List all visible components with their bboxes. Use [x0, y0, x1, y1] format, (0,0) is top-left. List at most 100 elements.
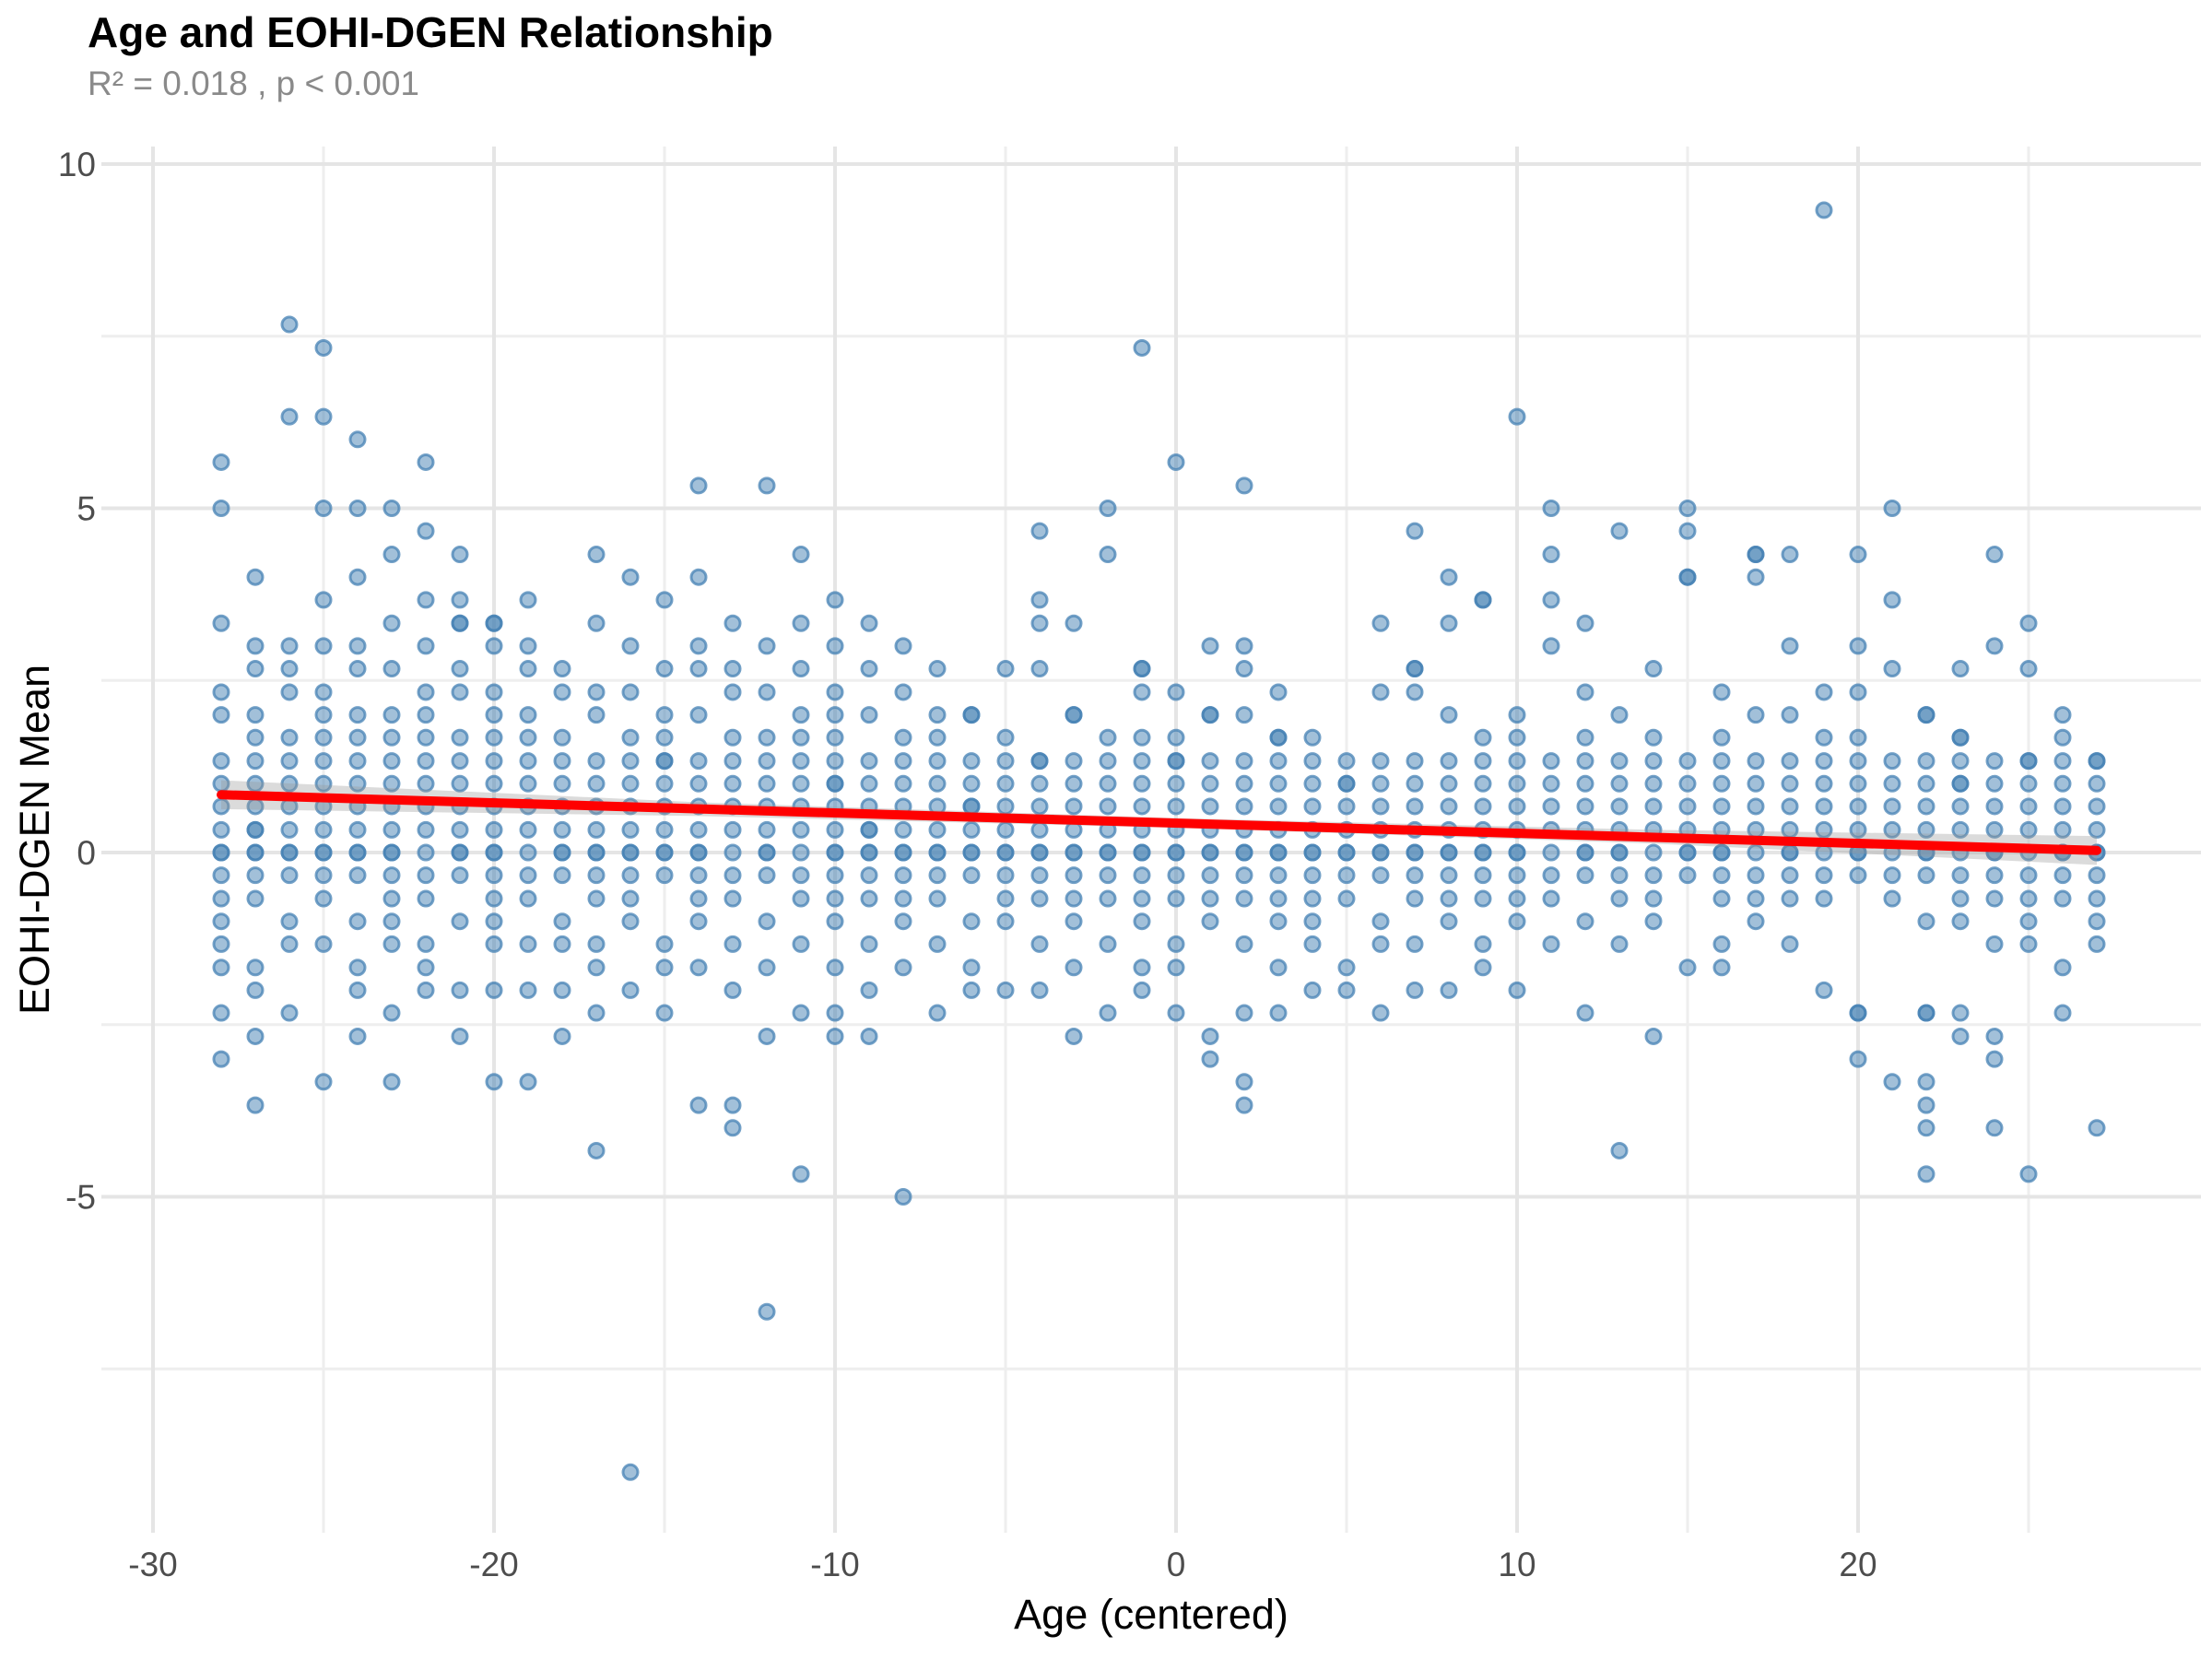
data-point — [1235, 637, 1253, 655]
data-point — [519, 1073, 537, 1091]
data-point — [724, 774, 742, 793]
data-point — [246, 889, 265, 908]
data-point — [655, 774, 674, 793]
data-point — [348, 500, 367, 517]
x-tick-label: -30 — [128, 1546, 177, 1583]
data-point — [1781, 752, 1799, 771]
data-point — [1542, 500, 1560, 517]
data-point — [655, 1004, 674, 1022]
data-point — [1099, 889, 1117, 908]
data-point — [348, 774, 367, 793]
data-point — [1576, 912, 1594, 931]
data-point — [1337, 752, 1356, 771]
data-point — [2019, 774, 2038, 793]
data-point — [1610, 889, 1629, 908]
data-point — [280, 843, 299, 862]
data-point — [1781, 866, 1799, 885]
data-point — [519, 752, 537, 771]
data-point — [280, 728, 299, 747]
data-point — [894, 752, 912, 771]
data-point — [348, 1027, 367, 1045]
data-point — [1099, 774, 1117, 793]
data-point — [621, 1463, 640, 1481]
data-point — [1542, 637, 1560, 655]
data-point — [826, 1027, 844, 1045]
data-point — [1440, 797, 1458, 816]
data-point — [519, 660, 537, 678]
data-point — [689, 660, 708, 678]
data-point — [996, 981, 1015, 999]
data-point — [689, 477, 708, 495]
data-point — [485, 683, 503, 701]
data-point — [417, 591, 435, 609]
data-point — [382, 728, 401, 747]
data-point — [1235, 1004, 1253, 1022]
data-point — [2053, 706, 2072, 724]
data-point — [382, 1004, 401, 1022]
data-point — [1440, 752, 1458, 771]
data-point — [314, 866, 333, 885]
data-point — [1440, 774, 1458, 793]
data-point — [1167, 843, 1185, 862]
data-point — [1849, 774, 1867, 793]
data-point — [860, 614, 878, 632]
data-point — [1542, 774, 1560, 793]
data-point — [1133, 912, 1151, 931]
data-point — [1269, 889, 1288, 908]
data-point — [1917, 706, 1936, 724]
data-point — [519, 637, 537, 655]
data-point — [1030, 752, 1049, 771]
data-point — [1440, 889, 1458, 908]
data-point — [553, 728, 571, 747]
data-point — [382, 866, 401, 885]
data-point — [689, 889, 708, 908]
data-point — [1474, 728, 1492, 747]
data-point — [1371, 935, 1390, 953]
data-point — [314, 683, 333, 701]
data-point — [860, 935, 878, 953]
data-point — [724, 683, 742, 701]
data-point — [1576, 797, 1594, 816]
data-point — [382, 546, 401, 564]
data-point — [246, 843, 265, 862]
regression-line — [217, 790, 2101, 855]
data-point — [1644, 866, 1663, 885]
data-point — [348, 430, 367, 449]
data-point — [280, 683, 299, 701]
data-point — [792, 889, 810, 908]
data-point — [1781, 935, 1799, 953]
data-point — [1815, 866, 1833, 885]
data-point — [1985, 1050, 2004, 1068]
data-point — [792, 843, 810, 862]
data-point — [792, 728, 810, 747]
data-point — [689, 637, 708, 655]
data-point — [1337, 889, 1356, 908]
data-point — [2088, 1119, 2106, 1137]
data-point — [1133, 797, 1151, 816]
data-point — [758, 683, 776, 701]
data-point — [724, 843, 742, 862]
data-point — [1099, 797, 1117, 816]
data-point — [724, 820, 742, 839]
data-point — [553, 843, 571, 862]
data-point — [621, 637, 640, 655]
data-point — [1815, 752, 1833, 771]
data-point — [1065, 912, 1083, 931]
data-point — [1474, 797, 1492, 816]
data-point — [2053, 752, 2072, 771]
data-point — [1235, 843, 1253, 862]
data-point — [1849, 1050, 1867, 1068]
data-point — [2019, 1165, 2038, 1183]
data-point — [280, 660, 299, 678]
data-point — [2088, 774, 2106, 793]
data-point — [1610, 752, 1629, 771]
data-point — [212, 1004, 230, 1022]
data-point — [996, 820, 1015, 839]
data-point — [1610, 1141, 1629, 1159]
data-point — [894, 843, 912, 862]
data-point — [1542, 843, 1560, 862]
data-point — [1610, 843, 1629, 862]
data-point — [212, 500, 230, 517]
data-point — [792, 706, 810, 724]
data-point — [1610, 522, 1629, 540]
